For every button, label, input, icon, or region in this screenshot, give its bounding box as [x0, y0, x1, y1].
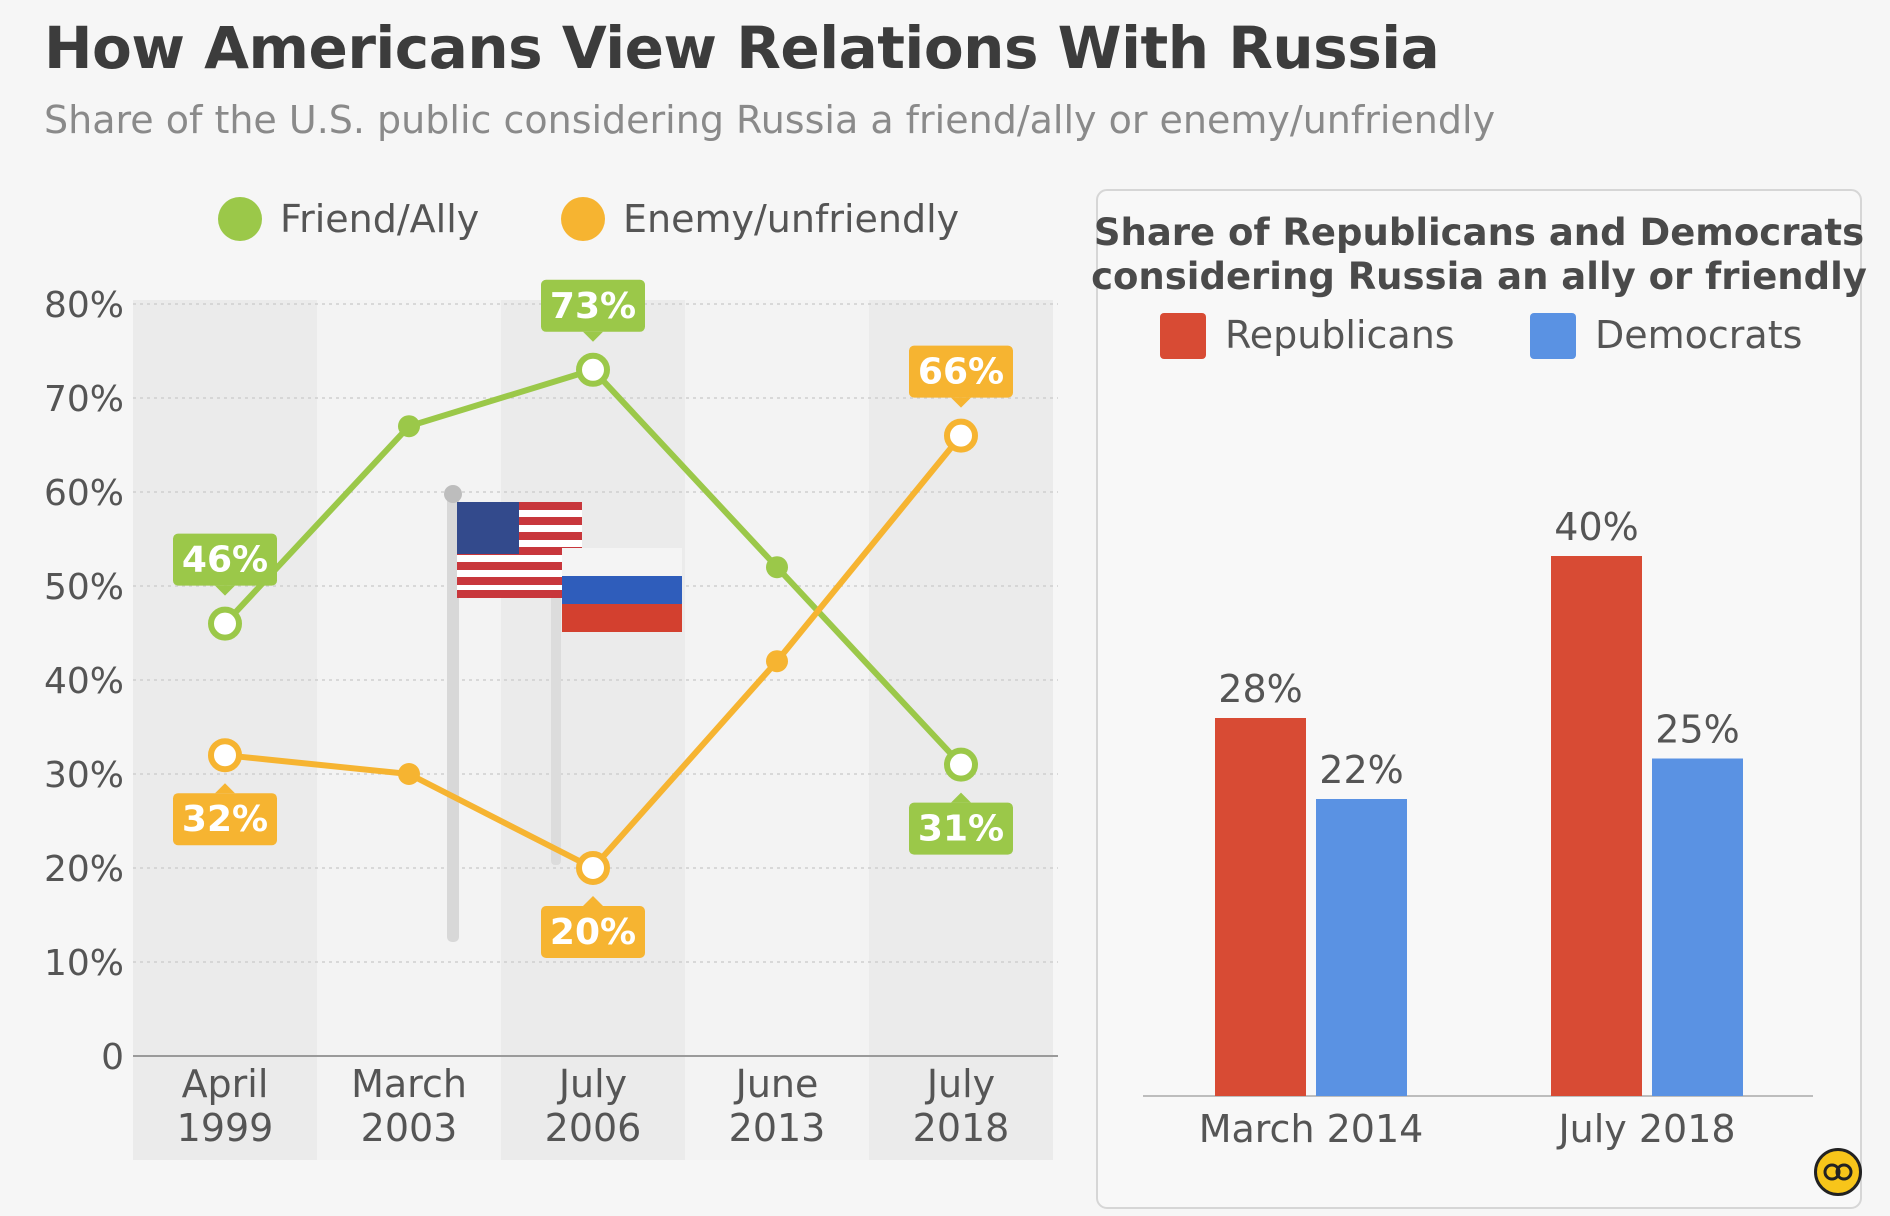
column-band — [133, 300, 317, 1160]
legend-marker — [561, 197, 605, 241]
data-point — [944, 418, 978, 453]
x-axis-ticks: April1999March2003July2006June2013July20… — [177, 1062, 1010, 1150]
y-tick-label: 20% — [44, 849, 124, 890]
callout-label: 66% — [918, 352, 1004, 393]
callout-box — [173, 793, 277, 846]
callout-box — [909, 802, 1013, 855]
bar — [1551, 556, 1642, 1096]
y-tick-label: 60% — [44, 473, 124, 514]
x-tick-label: 1999 — [177, 1106, 274, 1150]
bar-value-label: 40% — [1554, 505, 1638, 549]
bar — [1316, 799, 1407, 1096]
x-tick-label: March — [351, 1062, 467, 1106]
bar-category-label: March 2014 — [1199, 1107, 1424, 1151]
bar-value-label: 25% — [1655, 708, 1739, 752]
chart-title: How Americans View Relations With Russia — [44, 14, 1440, 82]
data-point — [398, 415, 420, 438]
column-bands — [133, 300, 1053, 1160]
party-panel-title-line1: Share of Republicans and Democrats — [1094, 211, 1864, 254]
callout-box — [541, 906, 645, 958]
x-tick-label: June — [734, 1062, 819, 1106]
x-tick-label: 2013 — [729, 1106, 826, 1150]
bar-category-label: July 2018 — [1556, 1107, 1735, 1151]
callout-pointer — [215, 783, 235, 794]
bar-category-labels: March 2014 July 2018 — [1199, 1107, 1736, 1151]
legend-label: Friend/Ally — [280, 197, 479, 241]
y-tick-label: 40% — [44, 661, 124, 702]
chart-subtitle: Share of the U.S. public considering Rus… — [44, 98, 1496, 142]
bar — [1215, 718, 1306, 1096]
x-tick-label: April — [182, 1062, 269, 1106]
us-flag — [457, 502, 582, 598]
data-point — [944, 747, 978, 782]
russian-flag — [562, 548, 682, 632]
callout-label: 32% — [182, 799, 268, 840]
column-band — [317, 300, 501, 1160]
y-tick-label: 0 — [101, 1037, 124, 1078]
legend-swatch — [1530, 313, 1576, 359]
x-tick-label: July — [925, 1062, 995, 1106]
bar-value-labels: 28% 22% 40% 25% — [1218, 505, 1739, 792]
legend-label: Republicans — [1225, 313, 1455, 357]
bar-value-label: 28% — [1218, 667, 1302, 711]
y-tick-label: 10% — [44, 943, 124, 984]
legend-label: Enemy/unfriendly — [623, 197, 959, 241]
y-axis-ticks: 0 10% 20% 30% 40% 50% 60% 70% 80% — [44, 285, 124, 1078]
callout-label: 31% — [918, 809, 1004, 850]
callout-box — [909, 345, 1013, 398]
callout-box — [541, 279, 645, 332]
data-points — [208, 352, 978, 885]
x-tick-label: 2018 — [913, 1106, 1010, 1150]
y-tick-label: 80% — [44, 285, 124, 326]
callout-label: 73% — [550, 286, 636, 327]
data-point — [766, 650, 788, 673]
callout-pointer — [583, 331, 603, 342]
legend-marker — [218, 197, 262, 241]
y-tick-label: 70% — [44, 379, 124, 420]
legend-swatch — [1160, 313, 1206, 359]
bar — [1652, 758, 1743, 1096]
column-band — [501, 300, 685, 1160]
data-point — [576, 851, 610, 885]
party-panel-title-line2: considering Russia an ally or friendly — [1091, 255, 1867, 298]
bars — [1215, 556, 1743, 1096]
callout-pointer — [215, 585, 235, 596]
x-tick-label: 2003 — [361, 1106, 458, 1150]
statista-logo-icon — [1814, 1148, 1862, 1196]
bar-value-label: 22% — [1319, 748, 1403, 792]
bar-legend: Republicans Democrats — [1160, 313, 1802, 359]
callout-box — [173, 533, 277, 586]
callout-label: 20% — [550, 912, 636, 953]
callout-pointer — [951, 792, 971, 803]
y-tick-label: 30% — [44, 755, 124, 796]
callout-label: 46% — [182, 540, 268, 581]
callout-pointer — [583, 896, 603, 906]
data-point — [766, 556, 788, 579]
data-point — [208, 606, 242, 641]
data-point — [576, 352, 610, 387]
data-point — [208, 738, 242, 773]
y-tick-label: 50% — [44, 567, 124, 608]
x-tick-label: July — [557, 1062, 627, 1106]
data-point — [398, 763, 420, 785]
legend-label: Democrats — [1595, 313, 1802, 357]
value-callouts: 46% 73% 31% 32% 20% 66% — [173, 279, 1013, 958]
x-tick-label: 2006 — [545, 1106, 642, 1150]
flags-illustration — [444, 485, 682, 942]
callout-pointer — [951, 397, 971, 408]
line-legend: Friend/Ally Enemy/unfriendly — [218, 197, 959, 241]
